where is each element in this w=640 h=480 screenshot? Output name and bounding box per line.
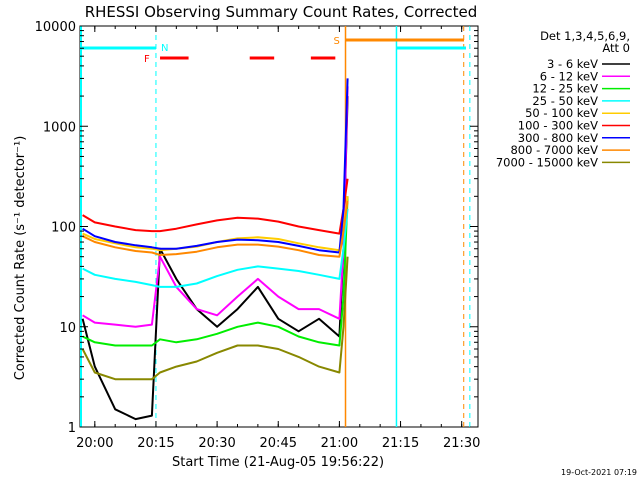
series-line-3: [82, 196, 349, 347]
legend-title-line2: Att 0: [602, 41, 630, 55]
chart-title: RHESSI Observing Summary Count Rates, Co…: [85, 3, 478, 21]
series-line-7: [82, 78, 349, 254]
series-line-6: [82, 178, 349, 235]
x-tick-label: 21:00: [321, 436, 358, 451]
x-tick-label: 20:30: [198, 436, 235, 451]
legend-label-9: 7000 - 15000 keV: [496, 155, 598, 169]
legend-label-8: 800 - 7000 keV: [510, 143, 598, 157]
legend-label-3: 12 - 25 keV: [532, 82, 598, 96]
x-tick-label: 20:15: [137, 436, 174, 451]
series-line-9: [81, 256, 349, 381]
x-tick-label: 20:00: [76, 436, 113, 451]
legend-label-1: 3 - 6 keV: [547, 57, 598, 71]
x-tick-label: 20:45: [260, 436, 297, 451]
y-axis-label: Corrected Count Rate (s⁻¹ detector⁻¹): [13, 136, 28, 381]
legend-title-line1: Det 1,3,4,5,6,9,: [540, 29, 630, 43]
x-tick-label: 21:30: [443, 436, 480, 451]
y-tick-label: 1000: [43, 120, 76, 135]
series-line-8: [82, 200, 349, 258]
legend-label-2: 6 - 12 keV: [540, 69, 598, 83]
legend-label-5: 50 - 100 keV: [525, 106, 598, 120]
series-line-4: [82, 208, 349, 288]
y-axis-ticks: 1 10 100 1000 10000: [35, 20, 478, 436]
footer-date: 19-Oct-2021 07:19: [561, 468, 637, 477]
y-tick-label: 10: [59, 321, 76, 336]
y-tick-label: 100: [51, 221, 76, 236]
series-line-2: [82, 86, 349, 328]
plot-area: NF S: [79, 25, 479, 428]
x-axis-ticks: 20:00 20:15 20:30 20:45 21:00 21:15 21:30: [76, 26, 480, 451]
marker-label-s: S: [334, 36, 340, 47]
y-tick-label: 1: [68, 421, 76, 436]
x-axis-label: Start Time (21-Aug-05 19:56:22): [172, 455, 384, 470]
y-tick-label: 10000: [35, 20, 76, 35]
x-tick-label: 21:15: [382, 436, 419, 451]
marker-label-n: N: [161, 43, 168, 54]
legend-label-7: 300 - 800 keV: [518, 131, 598, 145]
legend-label-6: 100 - 300 keV: [518, 119, 598, 133]
series-line-1: [81, 96, 349, 421]
marker-label-f: F: [144, 54, 150, 65]
legend-label-4: 25 - 50 keV: [532, 94, 598, 108]
